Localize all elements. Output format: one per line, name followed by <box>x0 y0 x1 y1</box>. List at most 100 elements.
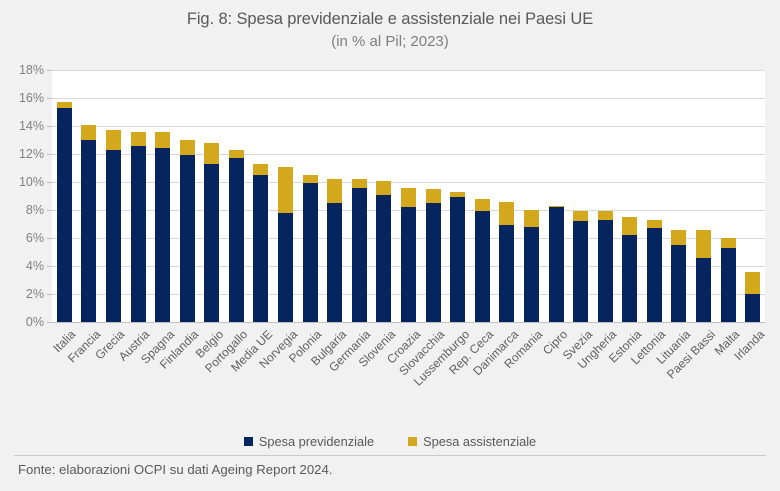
bar-segment-previdenziale[interactable] <box>475 211 490 322</box>
bar-segment-assistenziale[interactable] <box>57 102 72 108</box>
bar-group[interactable] <box>303 70 318 322</box>
bar-segment-previdenziale[interactable] <box>721 247 736 322</box>
bar-segment-assistenziale[interactable] <box>524 210 539 227</box>
bar-segment-assistenziale[interactable] <box>401 187 416 208</box>
bar-segment-assistenziale[interactable] <box>426 189 441 203</box>
bar-segment-assistenziale[interactable] <box>573 211 588 222</box>
bar-segment-previdenziale[interactable] <box>450 197 465 322</box>
bar-segment-previdenziale[interactable] <box>647 228 662 322</box>
bar-segment-assistenziale[interactable] <box>229 149 244 159</box>
bar-segment-previdenziale[interactable] <box>253 175 268 322</box>
bar-segment-assistenziale[interactable] <box>745 271 760 294</box>
bar-segment-previdenziale[interactable] <box>180 155 195 322</box>
bar-segment-previdenziale[interactable] <box>106 149 121 322</box>
bar-group[interactable] <box>721 70 736 322</box>
bar-segment-assistenziale[interactable] <box>647 219 662 229</box>
bar-segment-assistenziale[interactable] <box>327 179 342 203</box>
bar-segment-assistenziale[interactable] <box>81 124 96 140</box>
bar-segment-assistenziale[interactable] <box>253 163 268 175</box>
bar-segment-assistenziale[interactable] <box>278 166 293 213</box>
bar-segment-assistenziale[interactable] <box>450 191 465 198</box>
bar-group[interactable] <box>499 70 514 322</box>
bar-segment-assistenziale[interactable] <box>598 211 613 220</box>
bar-segment-previdenziale[interactable] <box>622 235 637 322</box>
bar-segment-assistenziale[interactable] <box>155 131 170 149</box>
bar-segment-assistenziale[interactable] <box>352 179 367 188</box>
bar-segment-previdenziale[interactable] <box>81 140 96 322</box>
bar-segment-assistenziale[interactable] <box>131 131 146 146</box>
legend-label: Spesa previdenziale <box>258 434 375 449</box>
bar-group[interactable] <box>426 70 441 322</box>
bar-segment-assistenziale[interactable] <box>622 217 637 236</box>
bar-segment-previdenziale[interactable] <box>57 107 72 322</box>
bar-segment-assistenziale[interactable] <box>549 205 564 208</box>
bar-segment-assistenziale[interactable] <box>106 130 121 150</box>
bar-group[interactable] <box>745 70 760 322</box>
bar-segment-assistenziale[interactable] <box>303 175 318 184</box>
footer-divider <box>14 455 766 456</box>
bar-segment-previdenziale[interactable] <box>499 225 514 322</box>
y-axis-tick-mark <box>47 266 52 267</box>
bar-group[interactable] <box>204 70 219 322</box>
bar-segment-previdenziale[interactable] <box>401 207 416 322</box>
bar-segment-assistenziale[interactable] <box>671 229 686 245</box>
bar-group[interactable] <box>622 70 637 322</box>
bar-segment-previdenziale[interactable] <box>327 203 342 322</box>
bar-group[interactable] <box>696 70 711 322</box>
bar-segment-assistenziale[interactable] <box>721 238 736 248</box>
gridline <box>52 182 765 183</box>
bar-segment-previdenziale[interactable] <box>696 257 711 322</box>
bar-segment-assistenziale[interactable] <box>376 180 391 195</box>
bar-segment-previdenziale[interactable] <box>352 187 367 322</box>
legend-swatch-icon <box>243 437 253 446</box>
bar-group[interactable] <box>57 70 72 322</box>
bar-segment-previdenziale[interactable] <box>204 163 219 322</box>
bar-segment-assistenziale[interactable] <box>696 229 711 258</box>
bar-group[interactable] <box>155 70 170 322</box>
bar-segment-previdenziale[interactable] <box>155 148 170 322</box>
bar-group[interactable] <box>647 70 662 322</box>
legend-entry[interactable]: Spesa assistenziale <box>408 434 536 449</box>
bar-segment-previdenziale[interactable] <box>745 294 760 322</box>
legend-label: Spesa assistenziale <box>423 434 537 449</box>
bar-segment-previdenziale[interactable] <box>229 158 244 322</box>
bar-group[interactable] <box>81 70 96 322</box>
bar-segment-assistenziale[interactable] <box>180 140 195 156</box>
bar-group[interactable] <box>131 70 146 322</box>
legend-swatch-icon <box>408 437 418 446</box>
bar-group[interactable] <box>376 70 391 322</box>
bar-group[interactable] <box>352 70 367 322</box>
y-axis-tick-label: 12% <box>18 147 44 161</box>
bar-segment-previdenziale[interactable] <box>426 203 441 322</box>
bar-group[interactable] <box>671 70 686 322</box>
bar-segment-previdenziale[interactable] <box>598 219 613 322</box>
bar-segment-previdenziale[interactable] <box>278 212 293 322</box>
bar-segment-previdenziale[interactable] <box>573 221 588 322</box>
bar-group[interactable] <box>524 70 539 322</box>
bar-segment-previdenziale[interactable] <box>524 226 539 322</box>
bar-group[interactable] <box>180 70 195 322</box>
bar-segment-assistenziale[interactable] <box>475 198 490 212</box>
legend-entry[interactable]: Spesa previdenziale <box>243 434 375 449</box>
bar-segment-previdenziale[interactable] <box>376 194 391 322</box>
bar-segment-previdenziale[interactable] <box>549 207 564 322</box>
bar-segment-previdenziale[interactable] <box>131 145 146 322</box>
bar-group[interactable] <box>549 70 564 322</box>
bar-group[interactable] <box>106 70 121 322</box>
bar-group[interactable] <box>450 70 465 322</box>
bar-group[interactable] <box>401 70 416 322</box>
bar-segment-previdenziale[interactable] <box>671 245 686 322</box>
bar-group[interactable] <box>573 70 588 322</box>
y-axis-tick-label: 10% <box>18 175 44 189</box>
gridline <box>52 126 765 127</box>
y-axis-tick-label: 8% <box>25 203 44 217</box>
bar-segment-assistenziale[interactable] <box>499 201 514 226</box>
bar-segment-assistenziale[interactable] <box>204 142 219 164</box>
bar-group[interactable] <box>475 70 490 322</box>
bar-group[interactable] <box>598 70 613 322</box>
bar-segment-previdenziale[interactable] <box>303 183 318 322</box>
bar-group[interactable] <box>278 70 293 322</box>
bar-group[interactable] <box>253 70 268 322</box>
bar-group[interactable] <box>327 70 342 322</box>
bar-group[interactable] <box>229 70 244 322</box>
